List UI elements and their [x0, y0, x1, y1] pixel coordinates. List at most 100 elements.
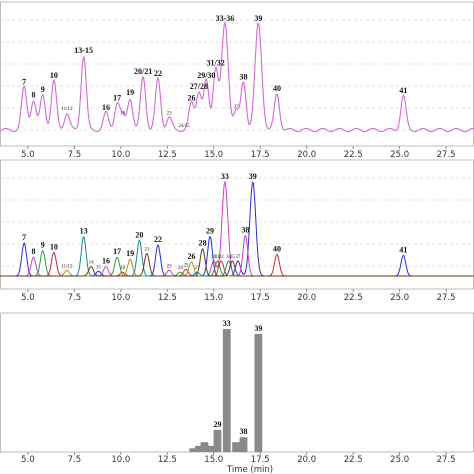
x-tick-label: 12.5 [158, 293, 177, 303]
peak-label: 18 [120, 111, 126, 116]
peak-label: 11/12 [61, 107, 73, 112]
peak-label: 16 [102, 103, 110, 112]
peak-label: 7 [22, 78, 26, 87]
bar [206, 445, 214, 452]
peak-label: 32 [219, 255, 225, 260]
x-tick-label: 22.5 [344, 150, 363, 160]
peak-label: 9 [41, 241, 45, 250]
peak-label: 24/25 [178, 124, 190, 129]
middle-chromatogram-panel: 5.0 7.5 10.0 12.5 15.0 17.5 20.0 22.5 25.0 27.5 78… [0, 159, 474, 303]
x-tick-label: 10.0 [111, 293, 130, 303]
peak-label: 25 [183, 263, 189, 268]
peak-label: 27 [195, 266, 201, 271]
bar-label: 39 [254, 324, 262, 333]
x-tick-label: 10.0 [111, 150, 130, 160]
peak-label: 18 [120, 266, 126, 271]
peak-label: 8 [31, 90, 35, 99]
peak-label: 31/32 [207, 59, 225, 68]
bar [189, 448, 198, 452]
bar [232, 442, 240, 452]
peak-label: 10 [50, 243, 58, 252]
x-tick-label: 20.0 [297, 150, 316, 160]
peak-label: 41 [399, 245, 407, 254]
peak-label: 29/30 [197, 71, 215, 80]
peak-label: 35 [230, 255, 236, 260]
peak-label: 39 [254, 14, 262, 23]
x-tick-label: 17.5 [251, 293, 270, 303]
peak-label: 40 [273, 244, 281, 253]
peak-label: 26 [187, 94, 195, 103]
peak-label: 7 [22, 233, 26, 242]
peak-label: 38 [241, 226, 249, 235]
x-tick-label: 25.0 [390, 150, 409, 160]
x-tick-label: 20.0 [297, 455, 316, 465]
peak-label: 29 [206, 227, 214, 236]
peak-label: 33-36 [216, 14, 235, 23]
peak-label: 14 [89, 261, 95, 266]
peak-label: 13-15 [74, 46, 93, 55]
x-tick-label: 7.5 [68, 293, 82, 303]
peak-label: 40 [273, 84, 281, 93]
x-axis-title: Time (min) [226, 465, 273, 474]
peak-label: 23 [167, 264, 173, 269]
x-tick-label: 25.0 [390, 293, 409, 303]
peak-label: 21 [144, 247, 150, 252]
bar-label: 29 [213, 420, 221, 429]
x-tick-label: 12.5 [158, 455, 177, 465]
x-tick-label: 5.0 [21, 455, 35, 465]
x-tick-label: 20.0 [297, 293, 316, 303]
x-tick-label: 7.5 [68, 455, 82, 465]
x-tick-label: 27.5 [437, 455, 456, 465]
peak-label: 17 [113, 247, 121, 256]
peak-label: 10 [50, 71, 58, 80]
peak-label: 39 [249, 172, 257, 181]
panel-border [0, 312, 474, 453]
x-tick-label: 17.5 [251, 150, 270, 160]
peak-label: 24 [178, 266, 184, 271]
bar [239, 437, 248, 452]
peak-label: 23 [167, 111, 173, 116]
peak-label: 34 [226, 255, 232, 260]
peak-label: 8 [31, 247, 35, 256]
peak-label: 16 [102, 257, 110, 266]
peak-label: 28 [199, 239, 207, 248]
x-tick-label: 15.0 [204, 293, 223, 303]
x-tick-label: 25.0 [390, 455, 409, 465]
bar [200, 442, 209, 452]
peak-label: 37 [235, 255, 241, 260]
bar [222, 329, 231, 452]
top-chromatogram-panel: 5.0 7.5 10.0 12.5 15.0 17.5 20.0 22.5 25.0 27.5 78… [0, 1, 474, 160]
x-tick-label: 17.5 [251, 455, 270, 465]
peak-label: 20/21 [134, 67, 152, 76]
peak-label: 15 [96, 265, 102, 270]
peak-label: 30 [211, 255, 217, 260]
panel-border [0, 159, 474, 290]
peak-label: 41 [399, 86, 407, 95]
peak-label: 13 [80, 227, 88, 236]
x-tick-label: 22.5 [344, 293, 363, 303]
peak-label: 17 [113, 94, 121, 103]
x-tick-label: 22.5 [344, 455, 363, 465]
bar [194, 445, 203, 452]
x-tick-label: 27.5 [437, 293, 456, 303]
x-tick-label: 5.0 [21, 293, 35, 303]
bar [254, 333, 263, 452]
x-tick-label: 15.0 [204, 150, 223, 160]
peak-label: 27/28 [190, 82, 208, 91]
peak-label: 9 [41, 85, 45, 94]
x-tick-label: 5.0 [21, 150, 35, 160]
peak-label: 22 [154, 69, 162, 78]
peak-label: 22 [154, 235, 162, 244]
bottom-bar-panel: 5.0 7.5 10.0 12.5 15.0 17.5 20.0 22.5 25.0 27.5 29… [0, 312, 474, 474]
peak-label: 19 [126, 88, 134, 97]
peak-label: 38 [240, 72, 248, 81]
series-trace [0, 247, 474, 277]
x-tick-label: 10.0 [111, 455, 130, 465]
peak-label: 33 [221, 172, 229, 181]
bar-label: 33 [223, 319, 231, 328]
x-tick-label: 27.5 [437, 150, 456, 160]
bar-label: 38 [240, 427, 248, 436]
x-tick-label: 15.0 [204, 455, 223, 465]
series-trace [0, 181, 474, 277]
